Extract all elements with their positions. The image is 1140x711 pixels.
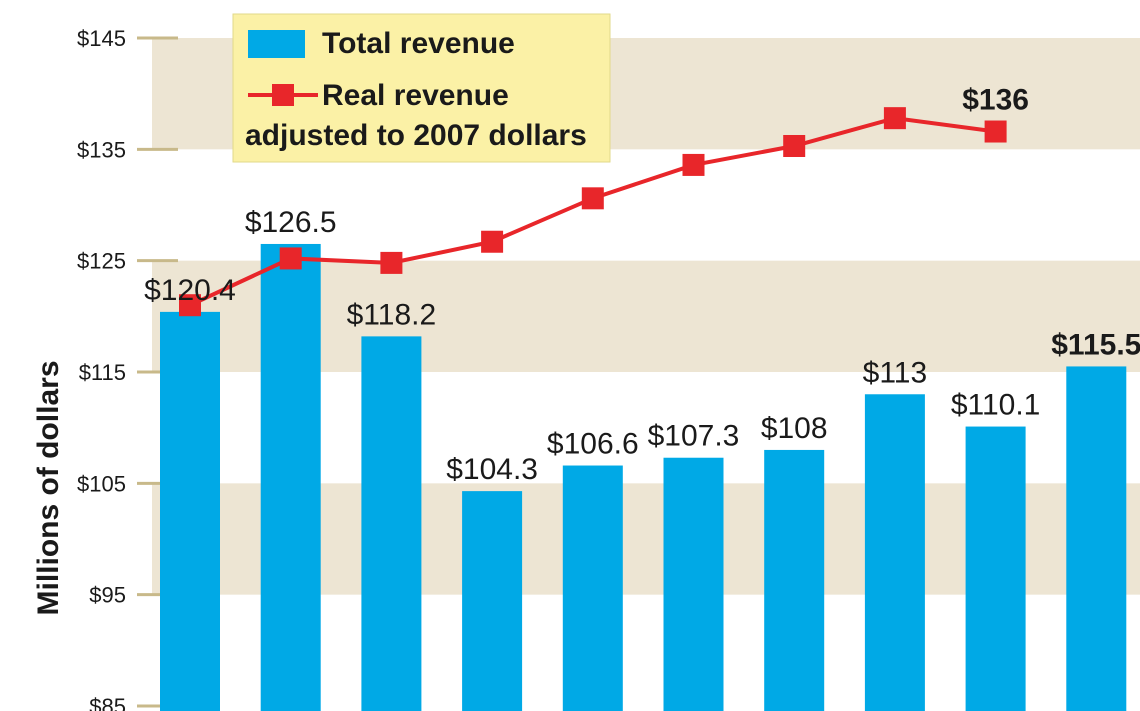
bar-value-label: $110.1 [951,389,1041,422]
bar-value-label: $104.3 [446,453,538,486]
bar-value-label: $108 [761,412,828,445]
bar [965,426,1026,711]
legend-label-real-revenue-sub: adjusted to 2007 dollars [245,119,587,152]
bar [864,394,925,711]
line-marker [682,153,705,176]
y-tick-label: $85 [89,694,126,711]
y-tick-label: $95 [89,583,126,608]
bar-value-label: $120.4 [144,274,236,307]
data-labels: $120.4 $126.5 $118.2 $104.3 $106.6 $107.3 $108… [144,84,1140,487]
y-tick-label: $105 [77,471,126,496]
bar [260,243,321,711]
line-value-label: $136 [962,84,1029,117]
bar [361,336,422,711]
legend: Total revenue Real revenue adjusted to 2… [232,13,611,163]
bar-series [160,243,1127,711]
y-tick-label: $115 [79,360,126,385]
bar-value-label: $118.2 [347,298,437,331]
legend-marker-swatch [272,84,294,106]
bar-value-label: $115.5 [1051,328,1140,361]
y-axis-title: Millions of dollars [32,360,65,615]
y-tick-label: $135 [77,137,126,162]
line-marker [581,187,604,210]
bar [562,465,623,711]
bar-value-label: $113 [863,356,928,389]
line-marker [380,251,403,274]
bar [462,491,523,711]
line-marker [481,230,504,253]
y-tick-label: $125 [77,249,126,274]
bar-value-label: $106.6 [547,428,639,461]
line-marker [279,247,302,270]
bar [160,311,220,711]
y-tick-label: $145 [77,26,126,51]
legend-bar-swatch [248,30,305,58]
y-axis: $145 $135 $125 $115 $105 $95 $85 [77,26,178,711]
bar [764,449,825,711]
line-marker [179,294,201,317]
line-series [179,107,1007,317]
bar [1066,366,1127,711]
bar-value-label: $126.5 [245,206,337,239]
legend-label-total-revenue: Total revenue [322,27,515,60]
line-marker [984,120,1007,143]
bar [663,457,724,711]
line-marker [883,107,906,130]
legend-label-real-revenue: Real revenue [322,79,509,112]
line-marker [783,134,806,157]
bar-value-label: $107.3 [648,420,740,453]
